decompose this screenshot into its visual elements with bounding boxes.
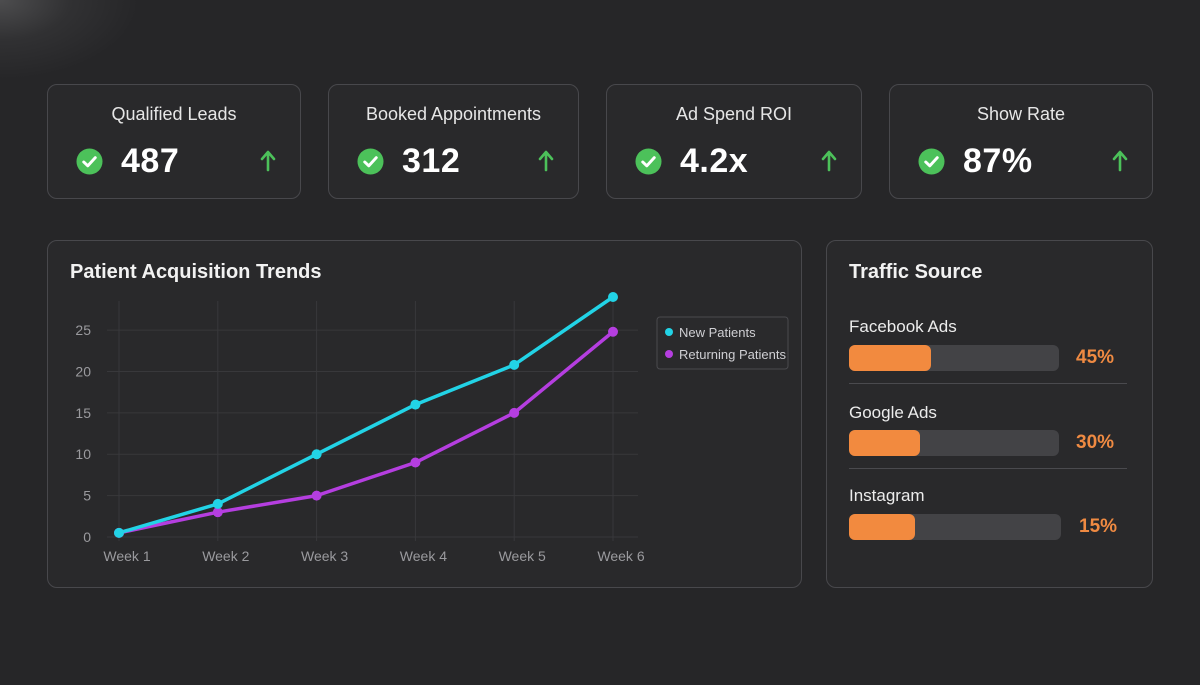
legend-swatch [665,350,673,358]
divider [849,383,1127,384]
data-point [608,326,618,337]
data-point [410,399,421,410]
kpi-label: Qualified Leads [111,104,237,124]
series-line [117,295,615,535]
x-tick-label: Week 3 [301,548,348,564]
traffic-source-name: Google Ads [849,403,937,422]
data-point [212,498,223,509]
y-tick-label: 10 [75,446,91,462]
traffic-bar-track [849,514,1061,540]
legend-swatch [665,328,673,336]
kpi-label: Booked Appointments [365,104,542,124]
kpi-card-booked-appointments[interactable]: Booked Appointments 312 [328,84,579,199]
kpi-card-show-rate[interactable]: Show Rate 87% [889,84,1153,199]
kpi-card-ad-spend-roi[interactable]: Ad Spend ROI 4.2x [606,84,862,199]
divider [849,468,1127,469]
y-tick-label: 20 [75,363,91,379]
data-point [311,449,322,460]
arrow-up-icon [538,150,554,172]
arrow-up-icon [1112,150,1128,172]
traffic-percent: 30% [1076,432,1115,453]
traffic-bar-fill [849,514,915,540]
kpi-value: 487 [121,141,180,180]
traffic-source-name: Facebook Ads [849,317,957,336]
x-tick-label: Week 6 [597,548,644,564]
kpi-value: 87% [963,141,1033,180]
arrow-up-icon [821,150,837,172]
series-line [117,330,615,535]
traffic-bar-fill [849,430,921,456]
kpi-value: 4.2x [680,141,749,180]
traffic-bar-track [849,430,1059,456]
kpi-value: 312 [402,141,461,180]
y-tick-label: 5 [83,488,91,504]
traffic-bar-track [849,345,1059,371]
y-tick-label: 0 [83,529,91,545]
x-tick-label: Week 1 [103,548,150,564]
traffic-title: Traffic Source [849,261,983,283]
x-tick-label: Week 5 [499,548,546,564]
legend-label: Returning Patients [679,347,786,362]
traffic-bar-fill [849,345,931,371]
check-circle-icon [635,147,662,175]
data-point [509,359,520,370]
x-tick-label: Week 2 [202,548,249,564]
trend-chart: 0 5 10 15 20 25 Week 1 Week 2 Week 3 Week 4 Week … [75,292,789,564]
kpi-label: Ad Spend ROI [675,104,793,124]
trends-panel: Patient Acquisition Trends 0 5 10 15 20 25 We… [47,240,802,588]
x-tick-label: Week 4 [400,548,447,564]
data-point [509,407,520,418]
y-tick-label: 25 [75,322,91,338]
traffic-percent: 15% [1079,516,1118,537]
kpi-card-qualified-leads[interactable]: Qualified Leads 487 [47,84,301,199]
data-point [212,507,223,518]
chart-legend [656,316,789,370]
traffic-percent: 45% [1076,347,1115,368]
traffic-source-name: Instagram [849,486,925,505]
data-point [114,527,124,538]
check-circle-icon [357,147,384,175]
y-tick-label: 15 [75,405,91,421]
data-point [608,292,618,302]
traffic-source-panel: Traffic Source Facebook Ads 45% Google A… [826,240,1153,588]
arrow-up-icon [260,150,276,172]
check-circle-icon [918,147,945,175]
data-point [311,490,322,501]
data-point [410,457,421,468]
legend-label: New Patients [679,325,756,340]
kpi-label: Show Rate [976,104,1066,124]
trends-title: Patient Acquisition Trends [70,261,322,283]
check-circle-icon [76,147,103,175]
